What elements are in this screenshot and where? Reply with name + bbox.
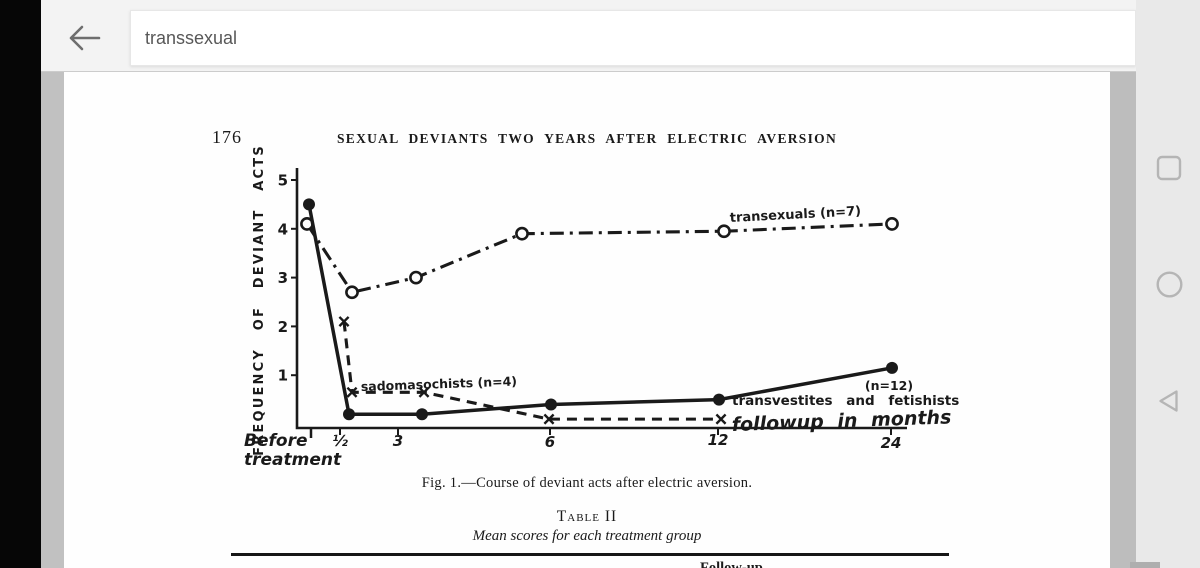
series-line-transvestites-fetishists [307,204,893,416]
marker-open-circle [345,285,359,300]
x-tick-label: ½ [332,432,348,450]
y-tick-label: 2 [278,318,288,336]
marker-open-circle [885,217,899,231]
scrollbar-track[interactable] [1110,72,1136,568]
marker-x [715,413,727,425]
table-subtitle: Mean scores for each treatment group [472,528,702,544]
marker-open-circle [515,226,529,241]
series-line-transexuals [305,222,893,294]
y-tick-label: 1 [278,367,288,385]
y-axis-title: FREQUENCY OF DEVIANT ACTS [252,144,267,456]
figure-caption: Fig. 1.—Course of deviant acts after ele… [421,475,753,491]
marker-filled-circle [713,393,725,406]
x-tick-label: 12 [708,431,729,449]
y-tick-label: 3 [278,269,288,287]
marker-filled-circle [303,198,315,211]
back-triangle-icon[interactable] [1156,388,1182,419]
label-n12: (n=12) [865,378,913,393]
marker-filled-circle [416,408,428,421]
table-title: Table II [556,508,618,525]
marker-filled-circle [886,361,898,374]
x-tick-label: 24 [881,434,902,452]
before-treatment-label: treatment [244,450,342,470]
browser-top-bar: transsexual [41,0,1136,72]
marker-x [338,316,350,327]
table-top-rule [231,553,949,556]
running-head-title: SEXUAL DEVIANTS TWO YEARS AFTER ELECTRIC… [336,131,838,146]
y-tick-label: 4 [278,220,288,238]
marker-filled-circle [343,408,355,421]
x-axis-title-followup: followup in months [731,406,951,436]
marker-x [346,386,358,398]
table-header-partial-text: Follow-up [700,560,763,568]
recents-square-icon[interactable] [1156,155,1182,186]
label-transvestites-fetishists: transvestites and fetishists [732,393,959,409]
search-input[interactable]: transsexual [130,10,1136,66]
label-sadomasochists: sadomasochists (n=4) [361,374,518,394]
marker-open-circle [717,224,731,239]
y-tick-label: 5 [278,172,288,190]
back-arrow-icon[interactable] [67,22,103,54]
status-bar-strip [0,0,41,568]
x-tick-label: 3 [393,432,403,450]
document-viewer[interactable]: 176 SEXUAL DEVIANTS TWO YEARS AFTER ELEC… [41,72,1136,568]
marker-x [543,413,555,425]
scrollbar-thumb-corner[interactable] [1130,562,1160,568]
search-query-text: transsexual [145,27,238,48]
marker-filled-circle [545,398,557,411]
label-transexuals: transexuals (n=7) [729,204,861,226]
marker-open-circle [409,270,423,285]
marker-x [418,386,430,398]
before-treatment-label: Before [244,431,307,451]
android-nav-bar [1136,0,1200,568]
axes [295,168,907,430]
scanned-page: 176 SEXUAL DEVIANTS TWO YEARS AFTER ELEC… [64,72,1110,568]
x-tick-label: 6 [545,433,555,451]
page-number: 176 [212,127,242,147]
home-circle-icon[interactable] [1156,271,1183,303]
